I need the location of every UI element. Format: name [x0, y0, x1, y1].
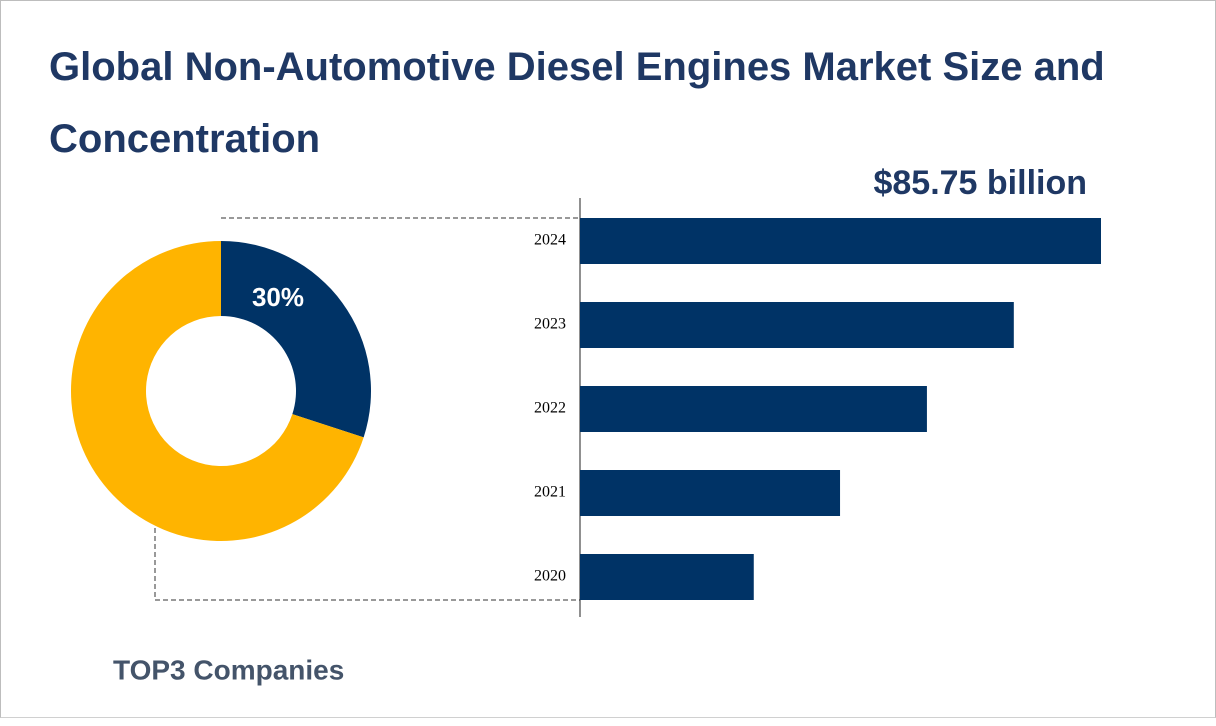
- y-tick-label: 2020: [534, 568, 566, 585]
- bar: [580, 302, 1014, 348]
- y-tick-label: 2023: [534, 316, 566, 333]
- page-title: Global Non-Automotive Diesel Engines Mar…: [49, 45, 1105, 161]
- value-label: $85.75 billion: [873, 164, 1087, 202]
- connector: [154, 217, 580, 601]
- slice-caption: TOP3 Companies: [113, 654, 344, 685]
- bar: [580, 470, 841, 516]
- y-tick-label: 2024: [534, 232, 566, 249]
- bar: [580, 218, 1101, 264]
- bar: [580, 554, 754, 600]
- bar: [580, 386, 927, 432]
- slice-label: 30%: [252, 282, 304, 312]
- donut-slice: [71, 241, 364, 541]
- donut-slice: [221, 241, 372, 438]
- y-tick-label: 2022: [534, 400, 566, 417]
- y-tick-label: 2021: [534, 484, 566, 501]
